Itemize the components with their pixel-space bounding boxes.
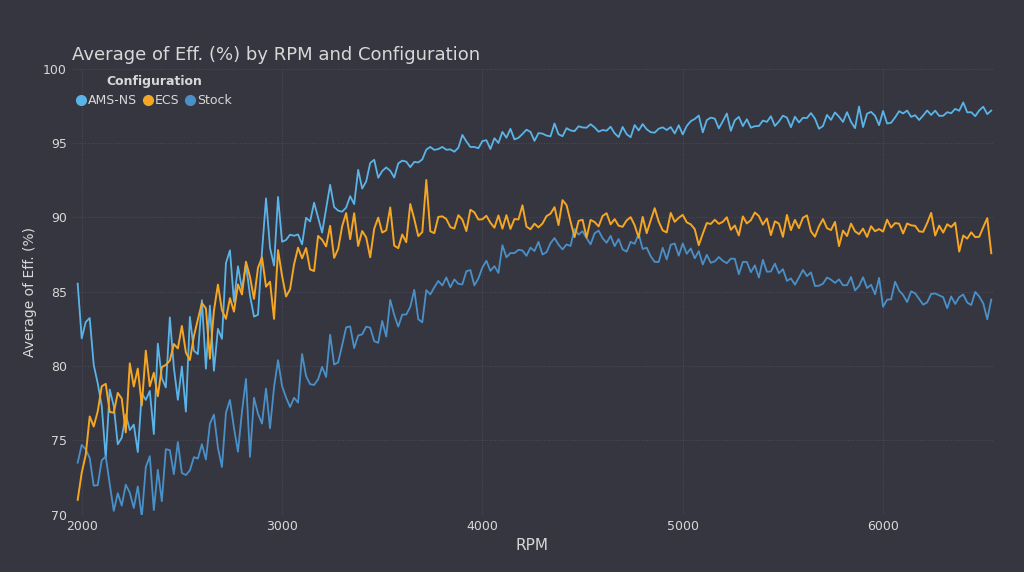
- ECS: [420, 177, 432, 184]
- AMS-NS: [99, 455, 112, 462]
- Stock: [220, 410, 232, 416]
- Stock: [629, 240, 641, 247]
- AMS-NS: [957, 99, 970, 106]
- Stock: [897, 292, 909, 299]
- Text: Average of Eff. (%) by RPM and Configuration: Average of Eff. (%) by RPM and Configura…: [72, 46, 480, 64]
- ECS: [625, 214, 637, 221]
- ECS: [985, 250, 997, 257]
- AMS-NS: [308, 199, 321, 206]
- X-axis label: RPM: RPM: [516, 538, 549, 553]
- ECS: [520, 223, 532, 230]
- ECS: [216, 307, 228, 313]
- AMS-NS: [985, 107, 997, 114]
- ECS: [304, 266, 316, 273]
- AMS-NS: [220, 260, 232, 267]
- AMS-NS: [520, 126, 532, 133]
- AMS-NS: [621, 131, 633, 138]
- Stock: [625, 239, 637, 245]
- Line: ECS: ECS: [78, 180, 991, 500]
- Stock: [520, 252, 532, 259]
- Stock: [985, 296, 997, 303]
- ECS: [621, 217, 633, 224]
- Stock: [135, 514, 147, 521]
- Line: Stock: Stock: [78, 229, 991, 517]
- ECS: [893, 220, 905, 227]
- AMS-NS: [893, 108, 905, 114]
- Legend: AMS-NS, ECS, Stock: AMS-NS, ECS, Stock: [78, 75, 231, 107]
- Y-axis label: Average of Eff. (%): Average of Eff. (%): [24, 227, 38, 357]
- Stock: [568, 225, 581, 232]
- AMS-NS: [625, 134, 637, 141]
- Stock: [72, 459, 84, 466]
- Line: AMS-NS: AMS-NS: [78, 102, 991, 458]
- ECS: [72, 496, 84, 503]
- AMS-NS: [72, 280, 84, 287]
- Stock: [308, 382, 321, 388]
